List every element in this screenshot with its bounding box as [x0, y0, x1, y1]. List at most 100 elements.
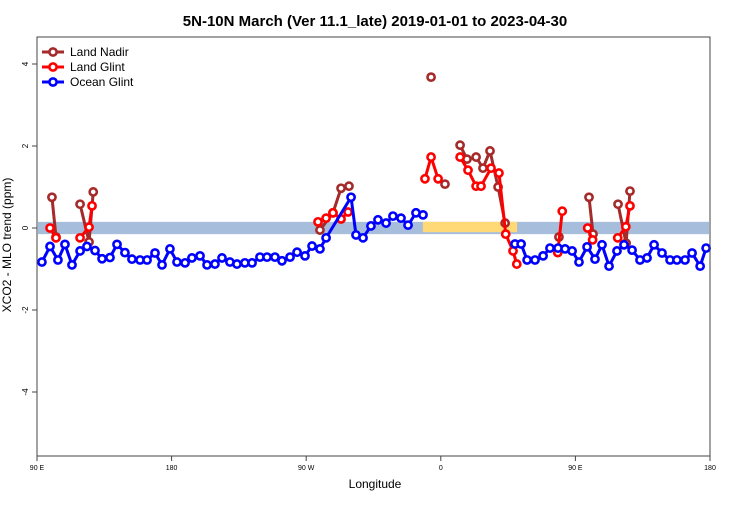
ocean-glint-point: [105, 252, 115, 263]
land-glint-point: [328, 207, 338, 218]
series-land-glint: [45, 151, 635, 269]
ocean-glint-point: [545, 243, 555, 253]
y-tick-label: 2: [21, 143, 30, 148]
ocean-glint-point: [346, 192, 356, 203]
ocean-glint-point: [672, 255, 682, 265]
ocean-glint-point: [567, 246, 578, 256]
ocean-glint-point: [75, 246, 85, 256]
land-glint-point: [587, 234, 598, 245]
ocean-glint-point: [157, 259, 167, 270]
land-glint-point: [582, 223, 593, 233]
land-nadir-point: [75, 199, 85, 210]
ocean-glint-point: [530, 255, 540, 265]
x-axis: 90 E 180 90 W 0 90 E 180: [30, 456, 716, 472]
ocean-glint-point: [358, 232, 368, 243]
ocean-glint-point: [262, 252, 272, 263]
legend-marker-land-nadir: [48, 47, 58, 57]
ocean-glint-point: [695, 261, 706, 272]
land-nadir-point: [426, 72, 436, 83]
y-tick-label: 0: [21, 225, 30, 230]
land-glint-point: [51, 232, 61, 243]
land-glint-point: [313, 216, 323, 227]
ocean-glint-point: [232, 259, 242, 269]
land-nadir-point: [315, 225, 325, 235]
ocean-glint-point: [37, 257, 47, 267]
land-glint-point: [612, 232, 623, 243]
legend-label-ocean-glint: Ocean Glint: [70, 75, 134, 89]
land-nadir-point: [455, 140, 465, 151]
x-axis-label: Longitude: [349, 477, 402, 491]
ocean-glint-point: [538, 250, 548, 261]
x-tick-label: 90 W: [298, 465, 315, 472]
land-glint-point: [476, 181, 486, 192]
land-glint-point: [511, 259, 522, 269]
ocean-glint-point: [321, 232, 331, 243]
y-tick-label: -2: [21, 306, 30, 314]
land-glint-point: [557, 206, 568, 217]
legend-marker-land-glint: [48, 62, 58, 72]
land-nadir-point: [336, 183, 346, 194]
x-tick-label: 90 E: [30, 465, 45, 472]
land-glint-point: [420, 173, 430, 184]
ocean-glint-point: [90, 245, 100, 256]
ocean-glint-point: [202, 259, 212, 270]
ocean-glint-point: [180, 257, 190, 268]
land-nadir-point: [88, 187, 99, 197]
ocean-glint-point: [366, 221, 376, 231]
ocean-glint-point: [574, 257, 584, 267]
land-nadir-point: [478, 163, 488, 174]
y-axis-label: XCO2 - MLO trend (ppm): [0, 178, 14, 313]
land-glint-point: [343, 207, 353, 217]
ocean-glint-point: [112, 239, 122, 250]
x-tick-label: 180: [166, 465, 178, 472]
ocean-glint-point: [516, 239, 527, 249]
ocean-glint-point: [210, 259, 220, 269]
land-glint-point: [625, 200, 635, 211]
y-tick-label: 4: [21, 61, 30, 66]
ocean-glint-point: [127, 254, 137, 265]
ocean-glint-point: [172, 257, 182, 267]
x-tick-label: 90 E: [568, 465, 583, 472]
land-nadir-point: [344, 181, 354, 192]
land-glint-point: [426, 152, 436, 162]
ocean-glint-point: [619, 239, 629, 250]
land-nadir-point: [613, 199, 623, 210]
ocean-glint-point: [292, 247, 302, 258]
ocean-glint-point: [165, 244, 175, 254]
series-ocean-glint: [37, 192, 712, 272]
x-tick-label: 0: [439, 465, 443, 472]
ocean-glint-point: [418, 209, 428, 220]
land-nadir-point: [625, 186, 635, 196]
y-axis: -4 -2 0 2 4: [21, 61, 37, 396]
ocean-glint-point: [627, 245, 637, 256]
land-glint-point: [321, 213, 331, 224]
ocean-glint-point: [120, 247, 130, 258]
ocean-glint-point: [300, 250, 310, 261]
ocean-glint-point: [142, 255, 152, 265]
ocean-glint-point: [381, 218, 391, 228]
ocean-glint-point: [597, 239, 607, 250]
land-glint-point: [87, 200, 97, 211]
land-glint-point: [45, 223, 55, 233]
ocean-glint-point: [82, 241, 92, 252]
ocean-glint-point: [612, 246, 622, 256]
land-glint-point: [433, 173, 444, 184]
ocean-glint-point: [247, 257, 257, 268]
land-glint-point: [486, 163, 496, 174]
plot-marks: [37, 72, 712, 272]
y-tick-label: -4: [21, 388, 30, 396]
land-nadir-point: [584, 192, 594, 203]
land-glint-point: [75, 232, 85, 243]
ocean-glint-point: [522, 255, 532, 265]
land-glint-point: [500, 229, 511, 240]
legend-label-land-glint: Land Glint: [70, 60, 125, 74]
ocean-glint-point: [649, 239, 659, 250]
ocean-glint-point: [315, 244, 325, 254]
ocean-glint-point: [195, 250, 205, 261]
ocean-glint-point: [285, 252, 295, 263]
ocean-glint-point: [217, 253, 227, 263]
plot-frame: [36, 36, 711, 457]
ocean-glint-point: [701, 243, 712, 253]
